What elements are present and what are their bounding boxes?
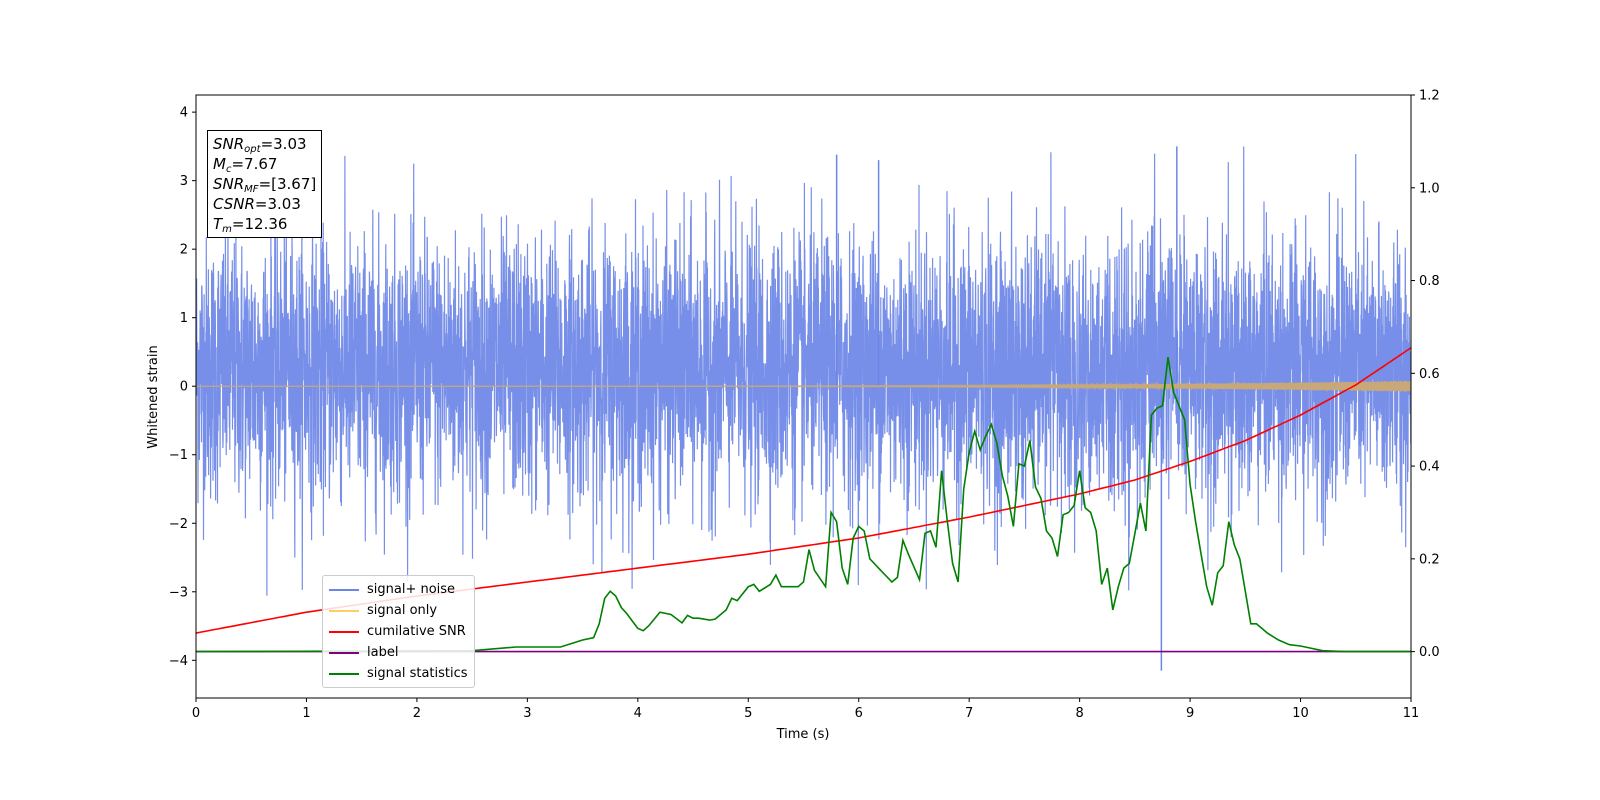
legend-label: signal statistics — [367, 666, 468, 681]
y-axis-label: Whitened strain — [146, 345, 161, 448]
y-right-tick-label: 0.0 — [1419, 645, 1440, 660]
y-left-tick-label: −1 — [169, 448, 188, 463]
x-tick-label: 5 — [744, 706, 752, 721]
x-tick-label: 8 — [1075, 706, 1083, 721]
legend-swatch — [329, 651, 359, 654]
x-tick-label: 0 — [192, 706, 200, 721]
signal-only-line — [196, 379, 1411, 393]
legend-item: signal only — [329, 600, 468, 621]
x-tick-label: 11 — [1403, 706, 1420, 721]
plot-frame — [195, 94, 1412, 699]
legend-item: signal+ noise — [329, 579, 468, 600]
legend-swatch — [329, 672, 359, 675]
stats-row: SNRopt=3.03 — [213, 135, 307, 155]
x-axis-label: Time (s) — [776, 727, 830, 742]
legend-swatch — [329, 630, 359, 633]
legend-label: label — [367, 645, 399, 660]
stats-annotation-box: SNRopt=3.03 Mc=7.67 SNRMF=[3.67] CSNR=3.03 T… — [207, 130, 323, 238]
y-right-tick-label: 0.4 — [1419, 460, 1440, 475]
legend-label: cumilative SNR — [367, 624, 466, 639]
x-tick-label: 9 — [1186, 706, 1194, 721]
x-tick-label: 6 — [855, 706, 863, 721]
stats-row: Tm=12.36 — [213, 215, 288, 235]
x-tick-label: 10 — [1292, 706, 1309, 721]
legend-item: cumilative SNR — [329, 621, 468, 642]
signal-statistics-line — [196, 356, 1411, 653]
legend-swatch — [329, 609, 359, 612]
stats-row: Mc=7.67 — [213, 155, 278, 175]
legend-label: signal+ noise — [367, 582, 456, 597]
y-right-tick-label: 1.2 — [1419, 89, 1440, 104]
x-tick-label: 7 — [965, 706, 973, 721]
legend-item: label — [329, 642, 468, 663]
x-tick-label: 4 — [634, 706, 642, 721]
y-right-tick-label: 0.8 — [1419, 274, 1440, 289]
x-tick-label: 1 — [302, 706, 310, 721]
stats-row: CSNR=3.03 — [213, 195, 301, 213]
legend: signal+ noise signal only cumilative SNR la… — [322, 575, 475, 688]
x-tick-label: 2 — [413, 706, 421, 721]
legend-item: signal statistics — [329, 663, 468, 684]
y-left-tick-label: −4 — [169, 654, 188, 669]
y-left-tick-label: 1 — [180, 311, 188, 326]
signal-noise-series — [196, 146, 1411, 671]
y-right-tick-label: 1.0 — [1419, 181, 1440, 196]
legend-swatch — [329, 588, 359, 591]
signal-only-series — [196, 379, 1411, 393]
y-right-tick-label: 0.6 — [1419, 367, 1440, 382]
y-left-tick-label: 2 — [180, 243, 188, 258]
y-right-tick-label: 0.2 — [1419, 552, 1440, 567]
x-tick-label: 3 — [523, 706, 531, 721]
y-left-tick-label: −2 — [169, 517, 188, 532]
y-left-tick-label: −3 — [169, 585, 188, 600]
y-left-tick-label: 0 — [180, 380, 188, 395]
y-left-tick-label: 4 — [180, 106, 188, 121]
signal-noise-line — [196, 146, 1411, 596]
y-left-tick-label: 3 — [180, 174, 188, 189]
legend-label: signal only — [367, 603, 438, 618]
stats-row: SNRMF=[3.67] — [213, 175, 317, 195]
